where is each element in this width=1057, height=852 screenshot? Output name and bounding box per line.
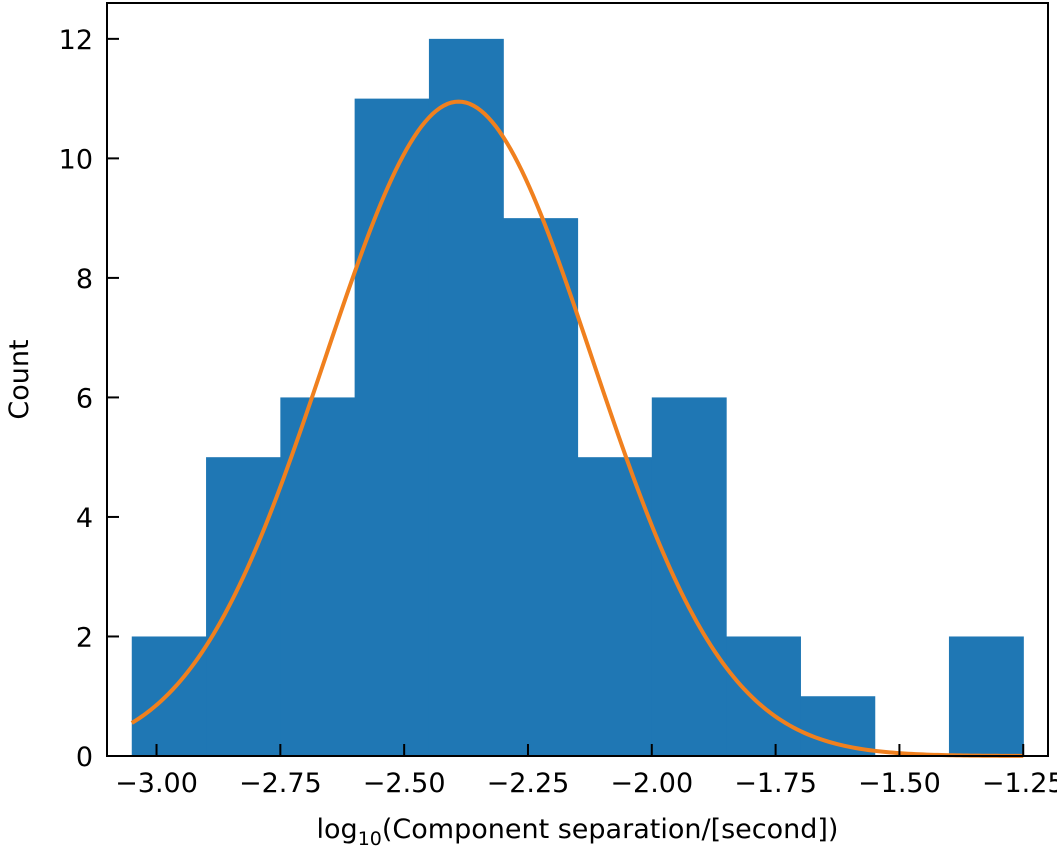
y-tick-label-4: 8: [76, 264, 93, 295]
histogram-bar-0: [131, 636, 207, 756]
y-axis-label: Count: [4, 339, 35, 419]
histogram-bar-6: [577, 457, 653, 756]
y-tick-label-3: 6: [76, 383, 93, 414]
x-tick-label-4: −2.00: [610, 768, 693, 799]
x-axis-label-prefix: log: [317, 814, 358, 845]
x-tick-label-3: −2.25: [487, 768, 570, 799]
histogram-bar-11: [948, 636, 1024, 756]
plot-frame: [106, 2, 1049, 757]
histogram-bar-1: [206, 457, 281, 756]
x-tick-label-2: −2.50: [363, 768, 446, 799]
bars-group: [131, 38, 1024, 757]
x-axis-label-suffix: (Component separation/[second]): [382, 814, 839, 845]
histogram-bar-5: [503, 218, 579, 757]
x-tick-label-7: −1.25: [982, 768, 1057, 799]
x-tick-label-0: −3.00: [115, 768, 198, 799]
histogram-bar-3: [354, 98, 430, 757]
histogram-bar-8: [726, 636, 801, 756]
y-axis-ticks: 0 2 4 6 8 10 12: [59, 25, 119, 773]
x-axis-label-subscript: 10: [358, 828, 382, 850]
histogram-bar-9: [800, 696, 876, 756]
x-tick-label-5: −1.75: [734, 768, 817, 799]
x-tick-label-6: −1.50: [858, 768, 941, 799]
x-axis-ticks: −3.00 −2.75 −2.50 −2.25 −2.00 −1.75 −1.50 −1.25: [115, 744, 1057, 799]
histogram-bar-4: [428, 38, 504, 757]
histogram-bar-7: [651, 397, 727, 756]
x-axis-label: log10(Component separation/[second]): [317, 814, 839, 850]
x-tick-label-1: −2.75: [239, 768, 322, 799]
y-tick-label-6: 12: [59, 25, 93, 56]
y-tick-label-2: 4: [76, 503, 93, 534]
gaussian-fit-curve: [130, 99, 1024, 758]
y-tick-label-0: 0: [76, 742, 93, 773]
y-tick-label-5: 10: [59, 144, 93, 175]
y-tick-label-1: 2: [76, 622, 93, 653]
